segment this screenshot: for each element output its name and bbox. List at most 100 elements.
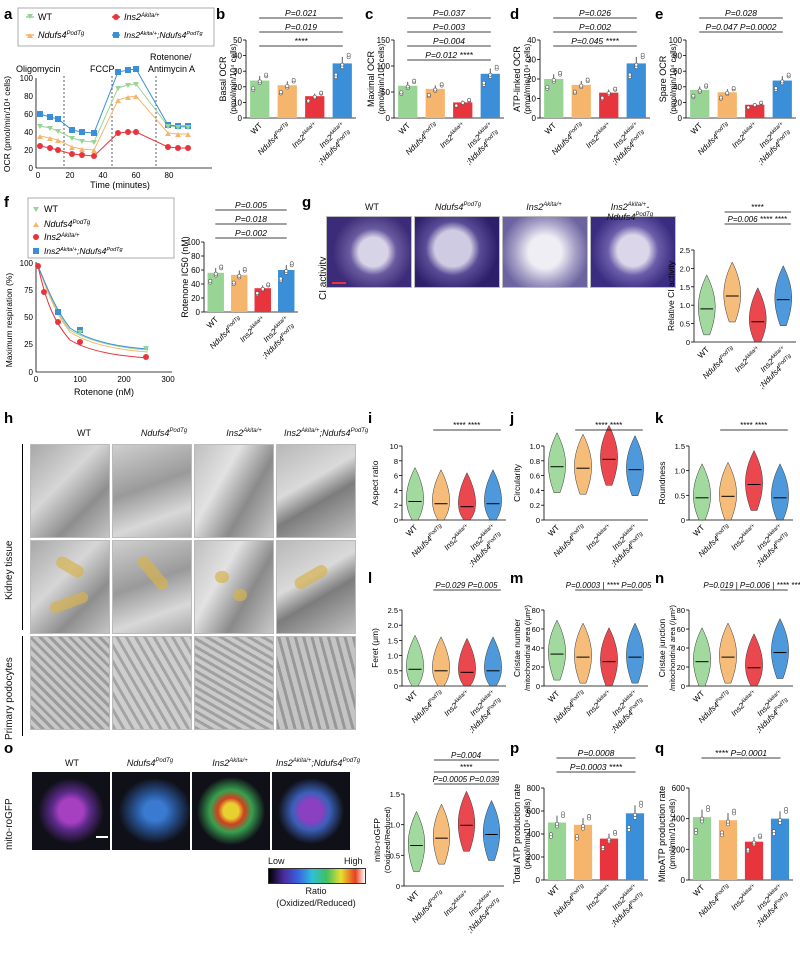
data-point	[575, 834, 579, 838]
violin	[745, 633, 763, 687]
bar	[278, 270, 295, 312]
y-tick-label: 0.2	[530, 501, 540, 510]
data-point	[257, 79, 262, 84]
panel-label-f: f	[4, 194, 9, 211]
bar	[480, 73, 500, 118]
y-tick-label: 60	[677, 625, 685, 634]
data-point	[561, 811, 565, 816]
group-tick-label: Ins2Akita/+	[729, 522, 759, 552]
significance-label: P=0.019 | P=0.006 | **** ****	[703, 581, 800, 590]
y-tick-label: 0	[536, 516, 540, 525]
group-tick-label: Ins2Akita/+	[442, 522, 472, 552]
data-point	[237, 273, 242, 278]
svg-text:20: 20	[24, 146, 33, 155]
g-title-wt: WT	[365, 202, 379, 212]
significance-label: P=0.002	[235, 228, 267, 238]
data-point	[231, 280, 236, 285]
annot-oligomycin: Oligomycin	[16, 64, 61, 74]
panel-label-p: p	[510, 740, 520, 757]
svg-text:300: 300	[161, 375, 175, 384]
group-tick-label: WT	[689, 121, 704, 136]
bar	[744, 841, 764, 880]
panel-e-chart: 0 20 40 60 80 100 Spare OCR (pmol/min/10⁴ cells…	[658, 8, 796, 166]
svg-text:20: 20	[66, 171, 75, 180]
y-tick-label: 1.0	[388, 652, 398, 661]
y-axis-label-2: (pmol/min/10⁴ cells)	[523, 798, 532, 869]
y-tick-label: 0	[536, 876, 541, 885]
data-point	[433, 87, 438, 92]
significance-label: P=0.037	[433, 8, 465, 18]
y-tick-label: 80	[677, 606, 685, 615]
significance-label: P=0.003	[433, 22, 465, 32]
y-tick-label: 8	[394, 457, 398, 466]
data-point	[284, 269, 289, 273]
y-tick-label: 1.0	[680, 301, 690, 310]
panel-label-k: k	[655, 410, 664, 427]
significance-label: **** P=0.0001	[715, 748, 767, 758]
o-confocal-ins2	[192, 772, 270, 850]
svg-text:100: 100	[20, 74, 34, 83]
group-tick-label: WT	[546, 689, 561, 704]
data-point	[718, 95, 723, 100]
data-point	[633, 815, 637, 820]
y-tick-label: 80	[532, 606, 540, 615]
y-tick-label: 0	[196, 308, 201, 317]
y-tick-label: 200	[672, 845, 686, 854]
violin	[723, 261, 741, 323]
data-point	[697, 88, 702, 93]
significance-label: P=0.026	[579, 8, 611, 18]
data-point	[772, 829, 776, 834]
y-axis-label-2: (pmol/min/10⁴ cells)	[523, 43, 532, 114]
y-tick-label: 0	[678, 114, 683, 123]
svg-text:40: 40	[24, 128, 33, 137]
o-scale-title2: (Oxidized/Reduced)	[276, 898, 356, 908]
y-tick-label: 0	[386, 114, 391, 123]
group-tick-label: Ins2Akita/+	[729, 688, 759, 718]
y-tick-label: 40	[532, 644, 540, 653]
y-axis-label: Relative CI activity	[666, 260, 676, 331]
data-point	[639, 800, 643, 805]
data-point	[399, 90, 404, 95]
panel-g-images: CI activity WT Ndufs4PodTg Ins2Akita/+ I…	[318, 192, 708, 342]
y-axis-label: Circularity	[512, 463, 522, 502]
y-axis-label: Basal OCR	[218, 56, 228, 102]
y-tick-label: 0.5	[390, 851, 400, 860]
data-point	[549, 832, 553, 837]
violin	[432, 636, 450, 687]
violin	[458, 472, 476, 521]
y-tick-label: 20	[532, 663, 540, 672]
violin	[626, 435, 644, 496]
y-tick-label: 100	[669, 36, 683, 45]
panel-b-chart: 0 10 20 30 40 50 Basal OCR (pmol/min/10⁴ cells)…	[218, 8, 356, 166]
bar	[250, 80, 270, 118]
h-title-wt: WT	[77, 428, 91, 438]
panel-l-chart: 0 0.5 1.0 1.5 2.0 2.5 Feret (μm) P=0.029 P=0.00…	[370, 581, 506, 734]
group-tick-label: WT	[696, 345, 711, 360]
significance-label: P=0.0003 | **** P=0.005	[566, 581, 652, 590]
h-em-wt-1	[30, 444, 110, 538]
y-tick-label: 2.0	[680, 264, 690, 273]
data-point	[481, 80, 486, 85]
y-axis-label: Rotenone IC50 (nM)	[180, 236, 190, 318]
o-scale-high: High	[344, 856, 363, 866]
y-tick-label: 800	[527, 784, 541, 793]
violin	[484, 469, 502, 521]
violin	[693, 627, 711, 687]
group-tick-label: WT	[404, 523, 419, 538]
svg-text:Ins2Akita/+: Ins2Akita/+	[44, 232, 80, 242]
data-point	[585, 77, 590, 82]
significance-label: P=0.004	[433, 36, 465, 46]
o-color-scale	[268, 868, 366, 884]
y-tick-label: 2.5	[680, 246, 690, 255]
y-tick-label: 1.0	[675, 467, 685, 476]
y-tick-label: 150	[377, 36, 391, 45]
y-tick-label: 0	[536, 682, 540, 691]
o-scale-bar	[96, 836, 108, 838]
data-point	[752, 840, 756, 845]
y-tick-label: 0	[681, 876, 686, 885]
data-point	[627, 72, 632, 77]
data-point	[746, 847, 750, 852]
y-tick-label: 0.4	[530, 486, 540, 495]
